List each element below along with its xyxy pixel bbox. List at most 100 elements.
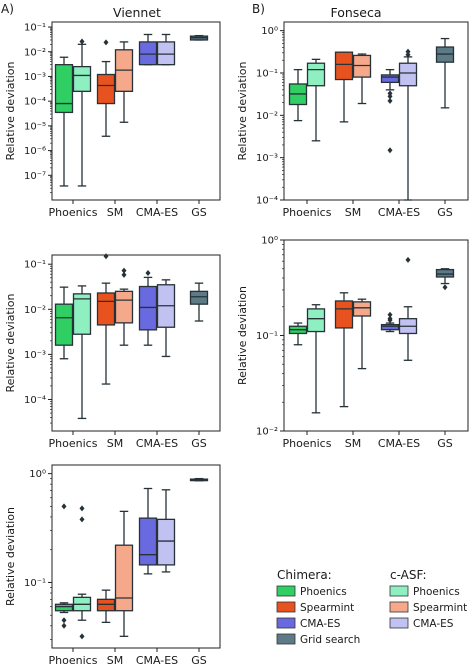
y-tick-label: 10⁻⁴ [24, 395, 46, 406]
box-sm-c-asf [114, 510, 134, 637]
box-phoenics-c-asf [306, 304, 326, 414]
box-body [72, 65, 92, 92]
y-tick-label: 10⁻¹ [24, 578, 46, 589]
box-cma-es-chimera [138, 269, 158, 346]
axes-frame [51, 21, 221, 201]
y-tick-label: 10⁰ [261, 26, 278, 37]
x-tick-label-phoenics: Phoenics [49, 437, 98, 450]
box-body [380, 74, 400, 84]
outlier-marker [79, 38, 85, 45]
box-phoenics-c-asf [306, 58, 326, 142]
panel-label-a: A) [1, 2, 14, 16]
box-sm-chimera [96, 589, 116, 624]
box-gs-chimera [435, 37, 455, 109]
legend-label-casf-cmaes: CMA-ES [413, 618, 454, 630]
column-title-fonseca: Fonseca [330, 5, 381, 20]
box-body [54, 303, 74, 346]
y-tick-label: 10⁻³ [256, 153, 278, 164]
box-cma-es-c-asf [156, 33, 176, 66]
outlier-marker [145, 269, 151, 276]
axes-frame [283, 239, 469, 432]
legend-swatch-casf-spearmint [389, 601, 409, 613]
box-body [114, 544, 134, 612]
box-sm-c-asf [352, 53, 372, 105]
y-tick-label: 10⁻³ [24, 350, 46, 361]
box-phoenics-chimera [54, 56, 74, 187]
outlier-marker [103, 253, 109, 260]
legend-title-chimera: Chimera: [277, 568, 332, 582]
box-sm-chimera [96, 39, 116, 137]
x-tick-label-gs: GS [437, 437, 453, 450]
y-axis-label: Relative deviation [4, 61, 17, 160]
y-tick-label: 10⁰ [261, 236, 278, 247]
y-tick-label: 10⁻¹ [24, 260, 46, 271]
x-tick-label-gs: GS [191, 206, 207, 219]
outlier-marker [405, 51, 411, 58]
box-sm-c-asf [352, 298, 372, 370]
y-axis-label: Relative deviation [4, 293, 17, 392]
box-sm-c-asf [114, 41, 134, 123]
box-phoenics-chimera [288, 68, 308, 122]
box-body [54, 64, 74, 114]
box-phoenics-chimera [288, 322, 308, 346]
box-phoenics-c-asf [72, 38, 92, 187]
box-body [114, 290, 134, 324]
y-tick-label: 10⁰ [29, 469, 46, 480]
box-body [352, 54, 372, 78]
box-body [334, 51, 354, 81]
y-tick-label: 10⁻² [24, 305, 46, 316]
x-tick-label-cma-es: CMA-ES [136, 206, 178, 219]
box-cma-es-chimera [380, 311, 400, 333]
box-sm-chimera [334, 292, 354, 408]
y-tick-label: 10⁻⁷ [24, 171, 46, 182]
box-phoenics-c-asf [72, 505, 92, 640]
y-tick-label: 10⁻¹ [24, 23, 46, 34]
box-gs-chimera [435, 268, 455, 291]
axes-frame [51, 254, 221, 432]
x-tick-label-sm: SM [345, 206, 361, 219]
box-body [398, 62, 418, 87]
box-body [334, 300, 354, 329]
outlier-marker [121, 271, 127, 278]
y-axis-label: Relative deviation [236, 61, 249, 160]
outlier-marker [387, 90, 393, 97]
y-tick-label: 10⁻² [24, 47, 46, 58]
x-tick-label-cma-es: CMA-ES [378, 437, 420, 450]
outlier-marker [405, 48, 411, 55]
y-tick-label: 10⁻⁴ [256, 196, 278, 207]
box-body [189, 290, 209, 305]
legend-label-chimera-spearmint: Spearmint [300, 602, 354, 614]
legend-swatch-chimera-cmaes [276, 617, 296, 629]
outlier-marker [79, 505, 85, 512]
box-body [435, 268, 455, 278]
box-gs-chimera [189, 34, 209, 41]
x-tick-label-cma-es: CMA-ES [136, 437, 178, 450]
chart-panel-4: 10⁻² 10⁻¹ 10⁰ Relative deviation Phoenics SM C… [236, 236, 469, 450]
outlier-marker [61, 622, 67, 629]
legend-label-casf-phoenics: Phoenics [413, 586, 460, 598]
box-cma-es-chimera [138, 487, 158, 575]
box-cma-es-chimera [380, 68, 400, 154]
y-tick-label: 10⁻⁶ [24, 146, 46, 157]
box-phoenics-chimera [54, 503, 74, 629]
outlier-marker [387, 93, 393, 100]
box-gs-chimera [189, 477, 209, 482]
x-tick-label-cma-es: CMA-ES [378, 206, 420, 219]
box-body [306, 62, 326, 87]
y-tick-label: 10⁻² [256, 427, 278, 438]
box-phoenics-c-asf [72, 285, 92, 420]
x-tick-label-sm: SM [107, 654, 123, 665]
x-tick-label-sm: SM [107, 437, 123, 450]
legend-swatch-casf-cmaes [389, 617, 409, 629]
x-tick-label-phoenics: Phoenics [49, 654, 98, 665]
box-body [156, 518, 176, 566]
box-cma-es-c-asf [398, 256, 418, 361]
box-body [96, 73, 116, 105]
legend: Chimera: c-ASF: Phoenics Spearmint CMA-E… [276, 568, 467, 646]
panel-label-b: B) [252, 2, 265, 16]
outlier-marker [103, 39, 109, 46]
y-tick-label: 10⁻² [256, 111, 278, 122]
box-body [352, 301, 372, 317]
legend-title-casf: c-ASF: [390, 568, 427, 582]
